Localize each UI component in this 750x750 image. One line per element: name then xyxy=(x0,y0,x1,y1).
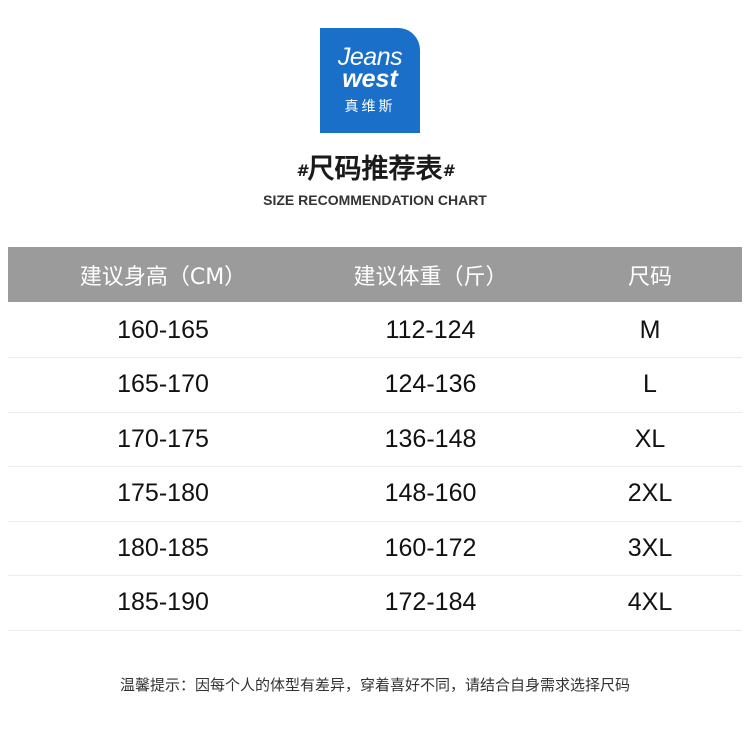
jeanswest-logo: Jeans west 真维斯 xyxy=(320,28,420,133)
cell-weight: 136-148 xyxy=(384,424,477,453)
cell-height: 160-165 xyxy=(117,315,209,344)
logo-word-jeans: Jeans xyxy=(337,43,403,71)
logo-word-west: west xyxy=(342,65,398,93)
tip-note: 温馨提示：因每个人的体型有差异，穿着喜好不同，请结合自身需求选择尺码 xyxy=(119,676,630,694)
logo-chinese: 真维斯 xyxy=(344,99,396,115)
cell-weight: 160-172 xyxy=(384,533,477,562)
cell-weight: 112-124 xyxy=(385,315,476,344)
header-weight: 建议体重（斤） xyxy=(353,264,508,290)
cell-weight: 124-136 xyxy=(384,370,477,398)
table-row: 170-175 136-148 XL xyxy=(8,412,742,467)
page-title: #尺码推荐表# xyxy=(0,147,750,186)
header-height: 建议身高（CM） xyxy=(79,264,247,290)
cell-size: 2XL xyxy=(627,479,673,507)
title-text: 尺码推荐表 xyxy=(307,154,443,185)
title-suffix: # xyxy=(442,161,454,180)
table-row: 185-190 172-184 4XL xyxy=(8,576,742,631)
cell-weight: 172-184 xyxy=(384,588,477,616)
title-prefix: # xyxy=(296,161,308,180)
cell-size: 4XL xyxy=(627,588,673,616)
page-subtitle: SIZE RECOMMENDATION CHART xyxy=(263,192,487,208)
cell-size: L xyxy=(643,370,657,398)
cell-size: 3XL xyxy=(627,533,673,562)
cell-size: XL xyxy=(634,424,666,453)
table-row: 160-165 112-124 M xyxy=(8,303,742,358)
cell-height: 180-185 xyxy=(117,533,209,562)
cell-size: M xyxy=(639,315,661,344)
header-size: 尺码 xyxy=(627,264,672,290)
cell-height: 185-190 xyxy=(117,588,209,616)
cell-weight: 148-160 xyxy=(384,479,477,507)
table-row: 165-170 124-136 L xyxy=(8,358,742,413)
cell-height: 165-170 xyxy=(117,370,209,398)
cell-height: 175-180 xyxy=(117,479,209,507)
table-header: 建议身高（CM） 建议体重（斤） 尺码 xyxy=(8,247,742,302)
table-row: 175-180 148-160 2XL xyxy=(8,467,742,522)
table-row: 180-185 160-172 3XL xyxy=(8,521,742,576)
cell-height: 170-175 xyxy=(117,424,209,453)
